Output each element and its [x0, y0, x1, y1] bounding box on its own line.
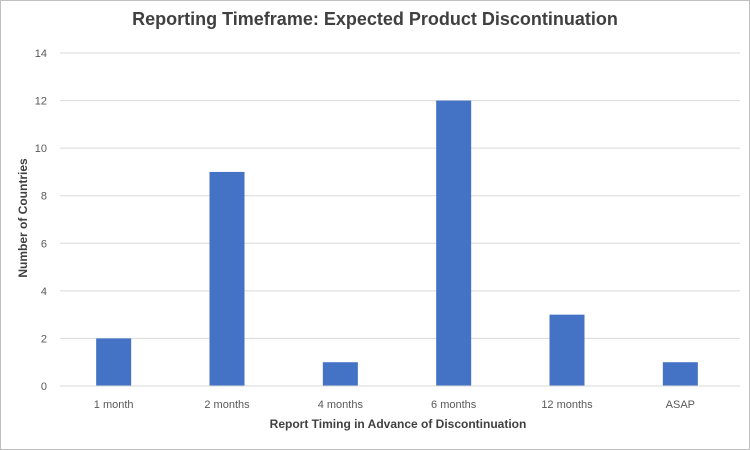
- x-axis-label: Report Timing in Advance of Discontinuat…: [270, 417, 527, 431]
- y-tick-label: 6: [41, 238, 47, 250]
- bars: [96, 100, 698, 387]
- x-tick-label: 6 months: [431, 399, 477, 411]
- bar: [209, 171, 245, 386]
- bar: [96, 338, 132, 386]
- y-tick-label: 4: [41, 286, 47, 298]
- chart-title: Reporting Timeframe: Expected Product Di…: [132, 9, 618, 29]
- x-tick-label: 1 month: [94, 399, 134, 411]
- y-axis-tick-labels: 0 2 4 6 8 10 12 14: [35, 48, 47, 393]
- bar: [549, 314, 585, 386]
- y-tick-label: 0: [41, 381, 47, 393]
- bar: [662, 362, 698, 386]
- x-tick-label: 12 months: [541, 399, 593, 411]
- bar: [322, 362, 358, 386]
- y-tick-label: 14: [35, 48, 47, 60]
- x-tick-label: ASAP: [666, 399, 695, 411]
- bar: [436, 100, 472, 387]
- x-axis-tick-labels: 1 month 2 months 4 months 6 months 12 months…: [94, 399, 695, 411]
- y-axis-label: Number of Countries: [16, 158, 30, 278]
- x-tick-label: 4 months: [318, 399, 364, 411]
- y-tick-label: 8: [41, 191, 47, 203]
- y-tick-label: 2: [41, 333, 47, 345]
- gridlines: [60, 52, 740, 339]
- y-tick-label: 10: [35, 143, 47, 155]
- y-tick-label: 12: [35, 96, 47, 108]
- x-tick-label: 2 months: [204, 399, 250, 411]
